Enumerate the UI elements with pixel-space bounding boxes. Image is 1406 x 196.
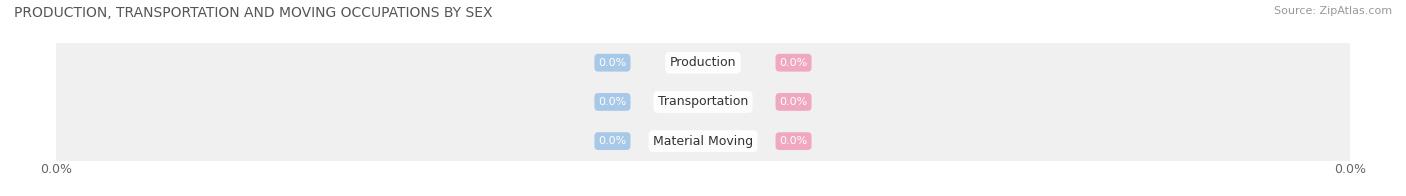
Bar [56,82,1350,122]
Bar [56,43,1350,82]
Text: 0.0%: 0.0% [599,136,627,146]
Text: 0.0%: 0.0% [599,58,627,68]
Text: 0.0%: 0.0% [779,97,807,107]
Text: Transportation: Transportation [658,95,748,108]
Text: 0.0%: 0.0% [599,97,627,107]
Text: 0.0%: 0.0% [779,136,807,146]
Text: 0.0%: 0.0% [779,58,807,68]
Text: Production: Production [669,56,737,69]
Bar [56,122,1350,161]
Text: Material Moving: Material Moving [652,135,754,148]
Text: PRODUCTION, TRANSPORTATION AND MOVING OCCUPATIONS BY SEX: PRODUCTION, TRANSPORTATION AND MOVING OC… [14,6,492,20]
Text: Source: ZipAtlas.com: Source: ZipAtlas.com [1274,6,1392,16]
